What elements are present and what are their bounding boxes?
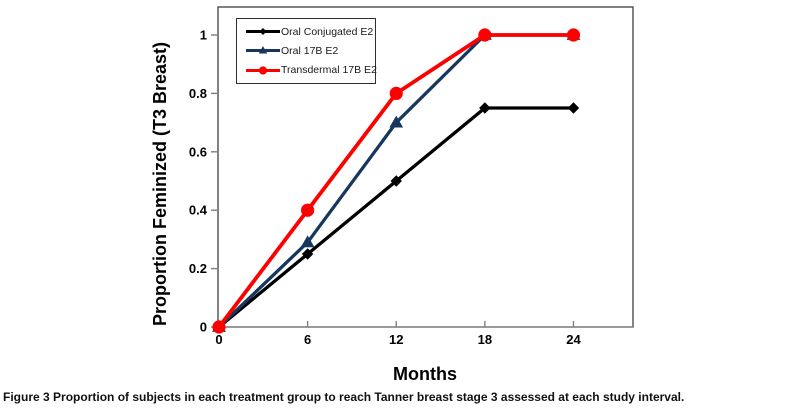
y-tick-label: 0.4 bbox=[189, 203, 208, 218]
series-marker-oral-17b-e2 bbox=[389, 115, 404, 128]
figure-caption-label: Figure 3 bbox=[3, 390, 50, 404]
series-marker-oral-conjugated-e2 bbox=[390, 175, 402, 187]
legend-label: Oral 17B E2 bbox=[281, 44, 339, 57]
legend-label: Oral Conjugated E2 bbox=[281, 25, 374, 38]
series-marker-transdermal-17b-e2 bbox=[301, 203, 315, 217]
legend-label: Transdermal 17B E2 bbox=[281, 64, 377, 77]
diamond-legend-swatch-icon bbox=[246, 28, 280, 36]
x-tick-label: 12 bbox=[389, 332, 403, 347]
x-tick-label: 6 bbox=[304, 332, 311, 347]
y-tick-label: 0.8 bbox=[189, 86, 207, 101]
x-tick-label: 24 bbox=[566, 332, 581, 347]
series-marker-oral-conjugated-e2 bbox=[479, 102, 491, 114]
series-marker-transdermal-17b-e2 bbox=[478, 28, 492, 42]
legend-item-oral-17b-e2: Oral 17B E2 bbox=[245, 43, 371, 58]
diamond-icon bbox=[259, 28, 267, 36]
circle-legend-swatch-icon bbox=[246, 66, 280, 75]
legend-item-oral-conjugated-e2: Oral Conjugated E2 bbox=[245, 24, 374, 39]
series-marker-oral-conjugated-e2 bbox=[301, 248, 314, 260]
series-marker-transdermal-17b-e2 bbox=[566, 28, 581, 42]
y-tick-label: 1 bbox=[200, 28, 207, 43]
x-tick-label: 18 bbox=[478, 332, 492, 347]
series-marker-transdermal-17b-e2 bbox=[212, 320, 226, 334]
triangle-icon bbox=[258, 46, 268, 55]
triangle-legend-swatch-icon bbox=[246, 46, 280, 55]
series-marker-oral-conjugated-e2 bbox=[567, 102, 580, 114]
circle-icon bbox=[258, 66, 268, 75]
legend-item-transdermal-17b-e2: Transdermal 17B E2 bbox=[245, 63, 377, 78]
series-marker-transdermal-17b-e2 bbox=[389, 86, 403, 100]
y-tick-label: 0.6 bbox=[189, 144, 207, 159]
y-tick-label: 0 bbox=[200, 320, 207, 335]
x-tick-label: 0 bbox=[215, 332, 222, 347]
series-line-oral-conjugated-e2 bbox=[217, 106, 576, 329]
y-tick-label: 0.2 bbox=[189, 261, 207, 276]
figure-caption-text: Proportion of subjects in each treatment… bbox=[53, 390, 685, 404]
series-marker-oral-17b-e2 bbox=[300, 235, 315, 248]
figure-caption: Figure 3 Proportion of subjects in each … bbox=[3, 390, 795, 404]
x-axis-title: Months bbox=[393, 364, 457, 384]
legend: Oral Conjugated E2 Oral 17B E2 Transdermal… bbox=[236, 18, 377, 84]
